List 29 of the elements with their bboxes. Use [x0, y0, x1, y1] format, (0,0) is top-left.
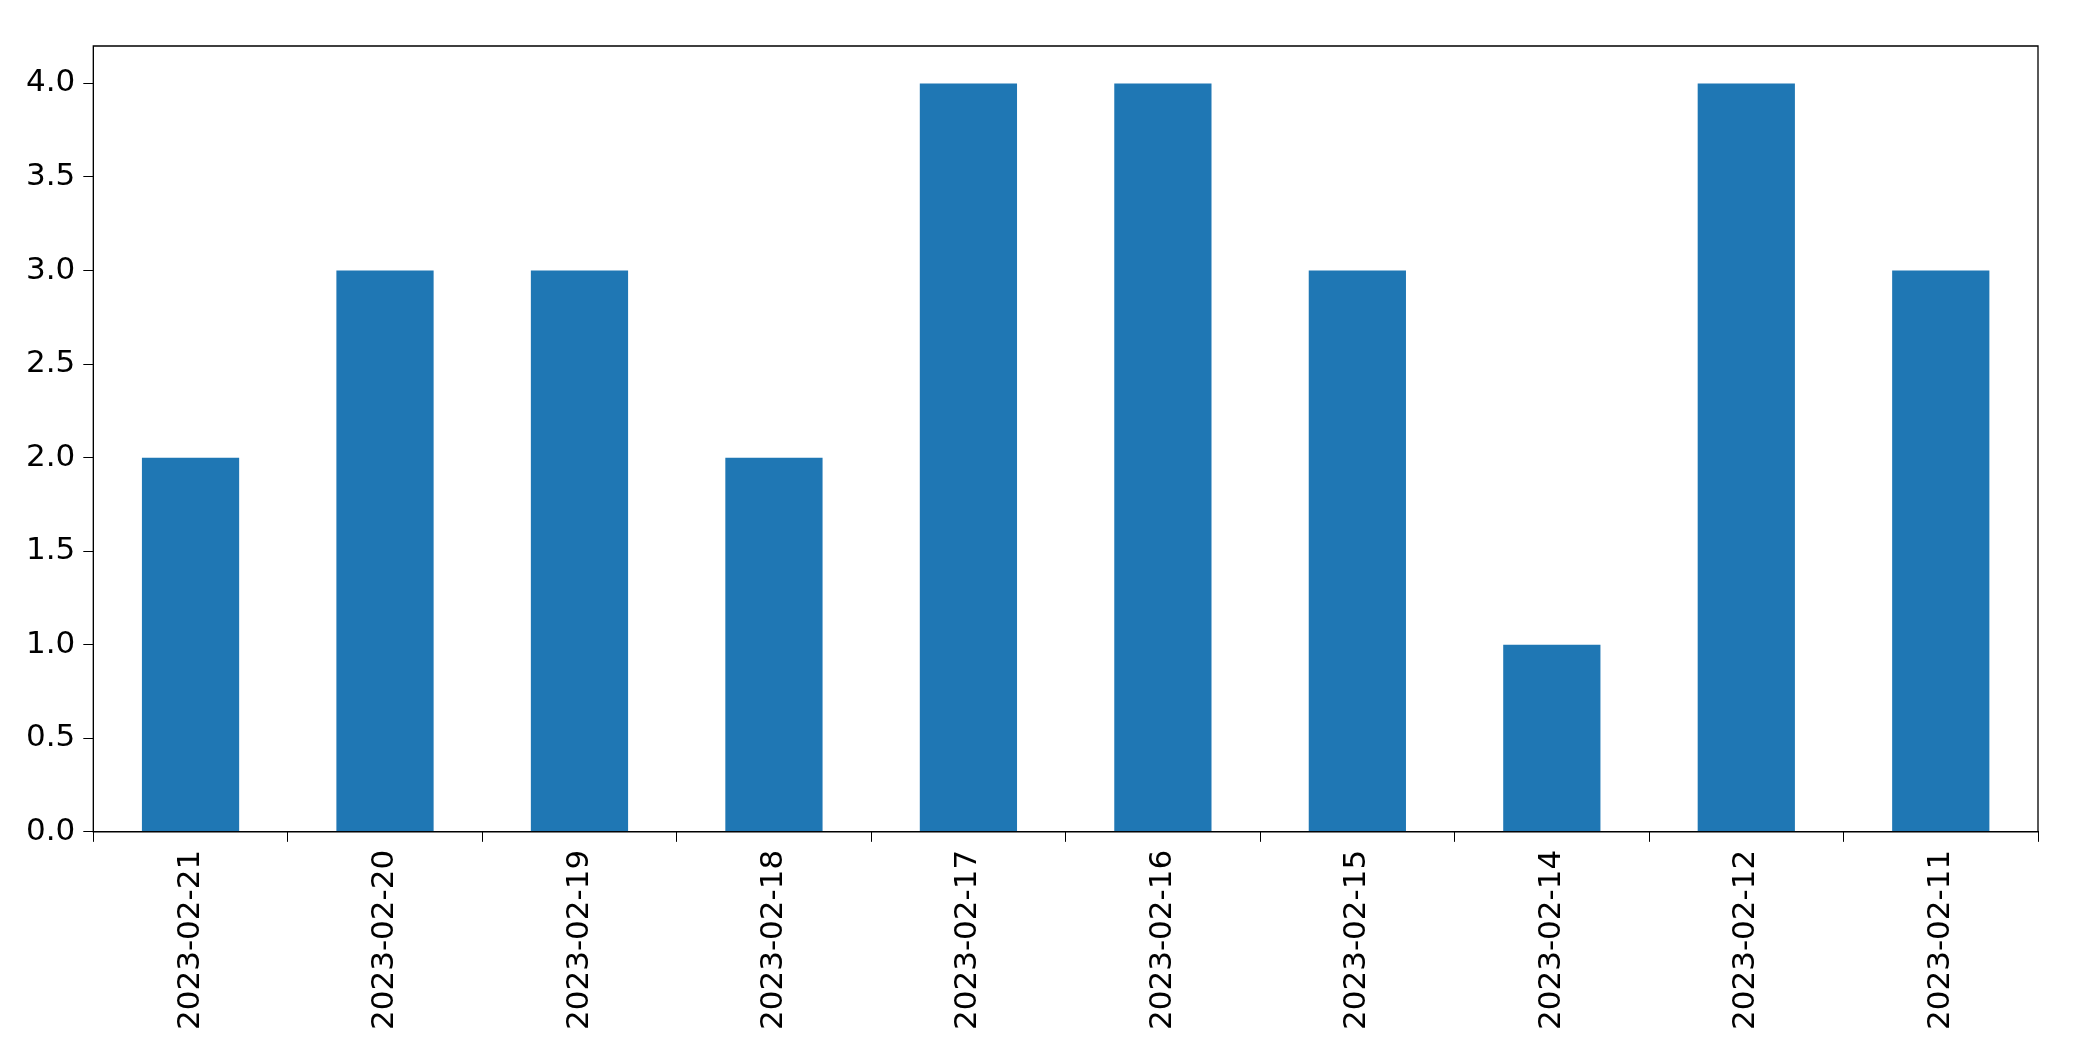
y-tick-label: 2.0	[25, 436, 76, 473]
x-tick-label: 2023-02-11	[1919, 849, 1956, 1031]
x-tick-label: 2023-02-20	[364, 849, 401, 1031]
bar	[1503, 644, 1601, 832]
bar	[1892, 270, 1990, 832]
bar	[530, 270, 629, 832]
bar	[725, 457, 823, 832]
y-tick-label: 4.0	[25, 62, 76, 99]
bar	[1114, 83, 1212, 832]
y-tick-label: 3.0	[25, 249, 76, 286]
x-tick-label: 2023-02-16	[1141, 849, 1178, 1031]
bar	[141, 457, 240, 832]
bar	[919, 83, 1018, 832]
y-tick-label: 2.5	[25, 343, 76, 380]
x-tick-label: 2023-02-14	[1530, 849, 1567, 1031]
x-tick-label: 2023-02-21	[169, 849, 206, 1031]
y-tick-label: 1.5	[25, 530, 76, 567]
bar	[336, 270, 434, 832]
y-tick-label: 3.5	[25, 156, 76, 193]
x-tick-label: 2023-02-15	[1336, 849, 1373, 1031]
bar	[1308, 270, 1406, 832]
x-tick-label: 2023-02-19	[558, 849, 595, 1031]
x-tick-label: 2023-02-18	[752, 849, 789, 1031]
y-tick-label: 0.0	[25, 810, 76, 847]
y-tick-label: 0.5	[25, 717, 76, 754]
x-tick-label: 2023-02-17	[947, 849, 984, 1031]
bar	[1697, 83, 1795, 832]
y-tick-label: 1.0	[25, 623, 76, 660]
x-tick-label: 2023-02-12	[1725, 849, 1762, 1031]
